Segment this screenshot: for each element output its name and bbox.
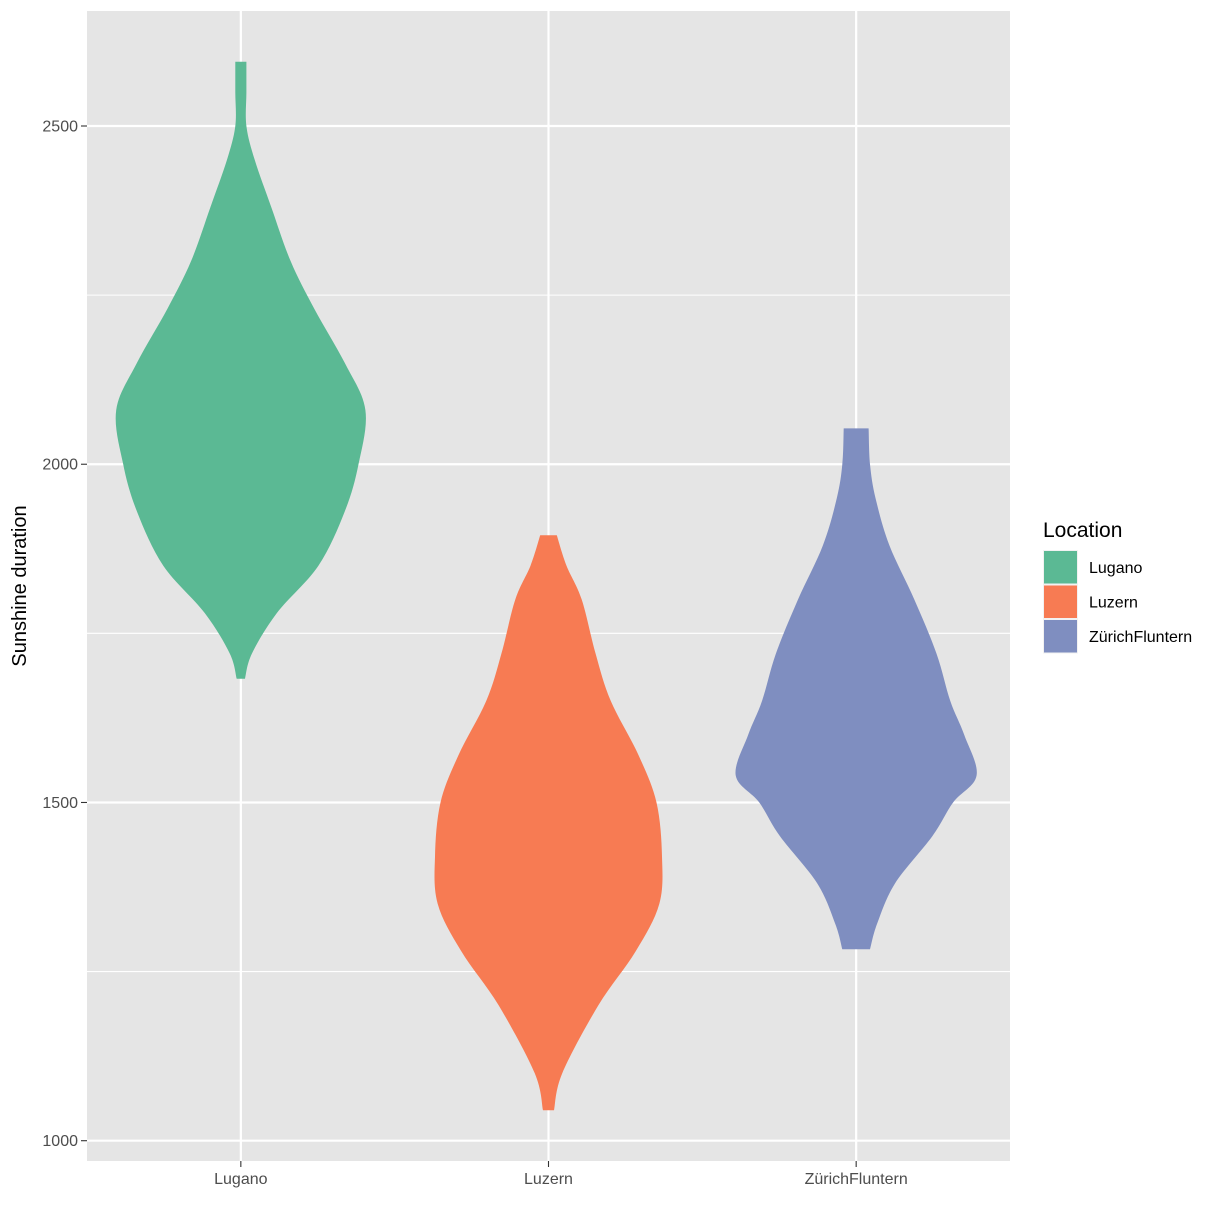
violin-zürichfluntern — [735, 428, 977, 950]
x-tick-label: Lugano — [214, 1171, 267, 1188]
legend-title: Location — [1043, 519, 1122, 542]
legend-swatch-lugano — [1044, 551, 1077, 584]
violin-lugano — [115, 61, 366, 679]
x-axis: Lugano Luzern ZürichFluntern — [214, 1161, 908, 1188]
legend-swatch-zürichfluntern — [1044, 620, 1077, 653]
legend-swatch-luzern — [1044, 585, 1077, 618]
y-tick-label: 1500 — [42, 795, 78, 812]
y-tick-label: 1000 — [42, 1133, 78, 1150]
violin-luzern — [434, 535, 663, 1111]
y-tick-label: 2000 — [42, 457, 78, 474]
legend-label: Luzern — [1089, 595, 1138, 612]
violins-group — [115, 61, 977, 1111]
y-tick-label: 2500 — [42, 119, 78, 136]
legend: Location Lugano Luzern ZürichFluntern — [1043, 519, 1192, 654]
legend-label: ZürichFluntern — [1089, 629, 1192, 646]
x-tick-label: ZürichFluntern — [805, 1171, 908, 1188]
legend-label: Lugano — [1089, 560, 1142, 577]
legend-items: Lugano Luzern ZürichFluntern — [1043, 550, 1192, 654]
y-axis: 1000 1500 2000 2500 — [42, 119, 87, 1150]
y-axis-title: Sunshine duration — [9, 505, 31, 666]
x-tick-label: Luzern — [524, 1171, 573, 1188]
